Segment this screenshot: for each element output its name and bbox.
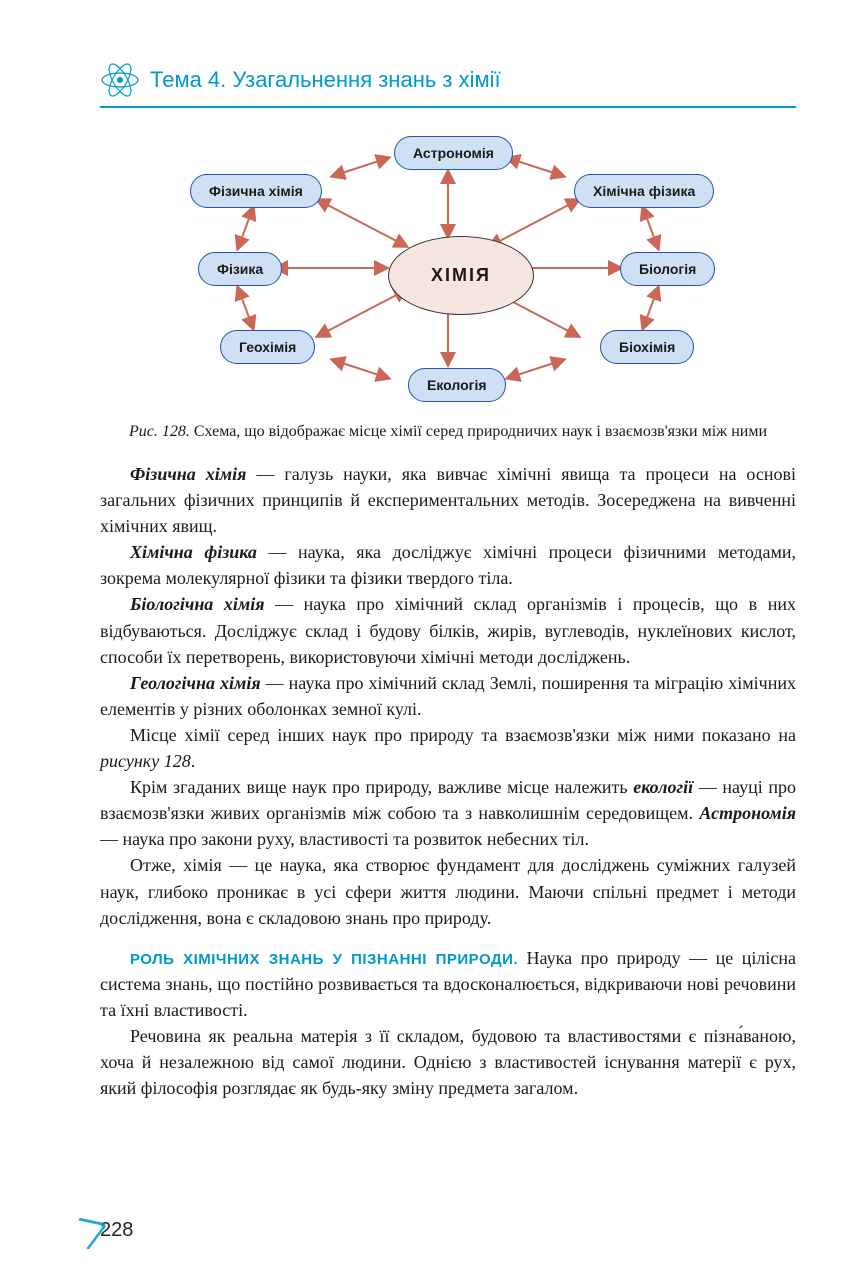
term-3: Біологічна хімія	[130, 594, 265, 614]
node-top: Астрономія	[394, 136, 513, 170]
term-4: Геологічна хімія	[130, 673, 261, 693]
para-9: Речовина як реальна матерія з її складом…	[100, 1023, 796, 1101]
para-5b: .	[191, 751, 196, 771]
chapter-title: Тема 4. Узагальнення знань з хімії	[150, 67, 501, 93]
node-tr: Хімічна фізика	[574, 174, 714, 208]
node-bl: Геохімія	[220, 330, 315, 364]
body-text: Фізична хімія — галузь науки, яка вивчає…	[100, 461, 796, 1101]
concept-diagram: ХІМІЯ Астрономія Фізична хімія Хімічна ф…	[128, 128, 768, 408]
page-number: 228	[100, 1219, 133, 1242]
chapter-header: Тема 4. Узагальнення знань з хімії	[100, 60, 796, 108]
caption-prefix: Рис. 128.	[129, 423, 190, 440]
node-mr: Біологія	[620, 252, 715, 286]
node-bottom: Екологія	[408, 368, 506, 402]
atom-icon	[100, 60, 140, 100]
term-2: Хімічна фізика	[130, 542, 257, 562]
para-7: Отже, хімія — це наука, яка створює фунд…	[100, 852, 796, 930]
node-center: ХІМІЯ	[388, 236, 534, 315]
term-astro: Астрономія	[699, 803, 796, 823]
para-6a: Крім згаданих вище наук про природу, важ…	[130, 777, 633, 797]
para-5a: Місце хімії серед інших наук про природу…	[130, 725, 796, 745]
para-6c: — наука про закони руху, властивості та …	[100, 829, 589, 849]
term-1: Фізична хімія	[130, 464, 246, 484]
node-br: Біохімія	[600, 330, 694, 364]
figure-ref: рисунку 128	[100, 751, 191, 771]
node-ml: Фізика	[198, 252, 282, 286]
term-eco: екології	[633, 777, 693, 797]
section-lead: Роль хімічних знань у пізнанні природи.	[130, 951, 518, 968]
caption-text: Схема, що відображає місце хімії серед п…	[190, 423, 767, 440]
node-tl: Фізична хімія	[190, 174, 322, 208]
figure-caption: Рис. 128. Схема, що відображає місце хім…	[100, 423, 796, 441]
